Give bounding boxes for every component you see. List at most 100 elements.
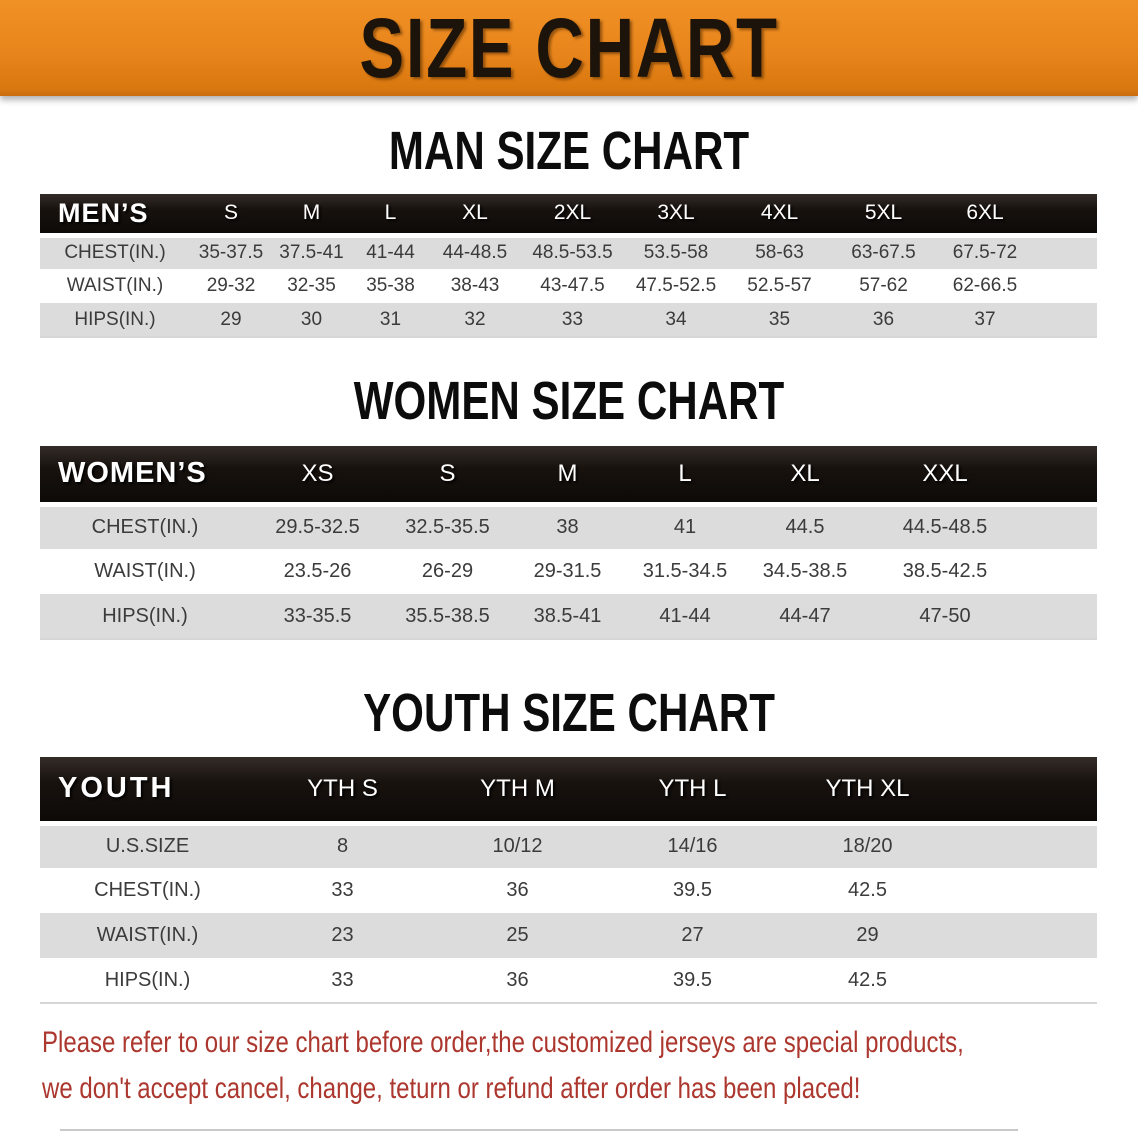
table-cell: 35-38 [351, 269, 430, 303]
table-cell: 44-48.5 [430, 235, 520, 269]
spacer-cell [955, 958, 1097, 1004]
table-cell: 29-32 [190, 269, 272, 303]
table-cell: 29.5-32.5 [250, 504, 385, 549]
table-cell: 10/12 [430, 823, 605, 868]
table-row: CHEST(IN.) 35-37.5 37.5-41 41-44 44-48.5 48.5… [40, 235, 1097, 269]
disclaimer-line-2: we don't accept cancel, change, teturn o… [42, 1072, 861, 1105]
spacer-cell [1025, 446, 1097, 507]
row-label: CHEST(IN.) [40, 868, 255, 913]
table-cell: 32.5-35.5 [385, 504, 510, 549]
table-row: U.S.SIZE 8 10/12 14/16 18/20 [40, 823, 1097, 868]
table-cell: 52.5-57 [727, 269, 832, 303]
spacer-cell [955, 757, 1097, 826]
table-cell: 35 [727, 303, 832, 338]
row-label: HIPS(IN.) [40, 594, 250, 640]
table-cell: 31.5-34.5 [625, 549, 745, 594]
table-cell: 34.5-38.5 [745, 549, 865, 594]
table-cell: 38-43 [430, 269, 520, 303]
row-label: WAIST(IN.) [40, 549, 250, 594]
column-header: 6XL [935, 194, 1035, 238]
column-header: 3XL [625, 194, 727, 238]
table-cell: 33 [255, 868, 430, 913]
row-label: CHEST(IN.) [40, 504, 250, 549]
table-cell: 38.5-42.5 [865, 549, 1025, 594]
column-header: YTH XL [780, 757, 955, 826]
column-header: M [272, 194, 351, 238]
table-cell: 42.5 [780, 868, 955, 913]
table-cell: 34 [625, 303, 727, 338]
women-size-table: WOMEN’S XS S M L XL XXL CHEST(IN.) 29.5-32.5 32.5… [40, 446, 1097, 640]
column-header: L [625, 446, 745, 507]
table-cell: 32 [430, 303, 520, 338]
women-size-section: WOMEN SIZE CHART WOMEN’S XS S M L XL XXL CHEST(… [0, 374, 1138, 640]
column-header: XL [430, 194, 520, 238]
table-cell: 38 [510, 504, 625, 549]
table-cell: 47-50 [865, 594, 1025, 640]
table-cell: 36 [430, 958, 605, 1004]
spacer-cell [955, 823, 1097, 868]
row-label: HIPS(IN.) [40, 958, 255, 1004]
table-row: CHEST(IN.) 33 36 39.5 42.5 [40, 868, 1097, 913]
spacer-cell [955, 868, 1097, 913]
table-cell: 26-29 [385, 549, 510, 594]
table-cell: 23.5-26 [250, 549, 385, 594]
table-row: WAIST(IN.) 23.5-26 26-29 29-31.5 31.5-34.5 34… [40, 549, 1097, 594]
table-cell: 37 [935, 303, 1035, 338]
spacer-cell [1025, 504, 1097, 549]
table-cell: 67.5-72 [935, 235, 1035, 269]
table-cell: 35.5-38.5 [385, 594, 510, 640]
table-cell: 35-37.5 [190, 235, 272, 269]
table-row: HIPS(IN.) 33-35.5 35.5-38.5 38.5-41 41-44 44-… [40, 594, 1097, 640]
column-header: S [385, 446, 510, 507]
table-title-cell: WOMEN’S [40, 446, 250, 507]
table-cell: 39.5 [605, 868, 780, 913]
table-cell: 8 [255, 823, 430, 868]
table-row: HIPS(IN.) 29 30 31 32 33 34 35 36 37 [40, 303, 1097, 338]
table-cell: 43-47.5 [520, 269, 625, 303]
men-size-table: MEN’S S M L XL 2XL 3XL 4XL 5XL 6XL CHEST(IN.) 35-37… [40, 194, 1097, 338]
banner-title: SIZE CHART [359, 1, 779, 95]
bottom-edge-line [60, 1129, 1018, 1131]
table-cell: 58-63 [727, 235, 832, 269]
table-cell: 57-62 [832, 269, 935, 303]
disclaimer: Please refer to our size chart before or… [42, 1020, 1138, 1112]
table-header-row: MEN’S S M L XL 2XL 3XL 4XL 5XL 6XL [40, 194, 1097, 238]
table-cell: 18/20 [780, 823, 955, 868]
table-header-row: YOUTH YTH S YTH M YTH L YTH XL [40, 757, 1097, 826]
row-label: WAIST(IN.) [40, 269, 190, 303]
youth-section-heading: YOUTH SIZE CHART [0, 686, 1138, 740]
table-cell: 41-44 [625, 594, 745, 640]
table-cell: 47.5-52.5 [625, 269, 727, 303]
table-cell: 33 [520, 303, 625, 338]
table-cell: 44.5-48.5 [865, 504, 1025, 549]
spacer-cell [955, 913, 1097, 958]
row-label: HIPS(IN.) [40, 303, 190, 338]
table-cell: 41-44 [351, 235, 430, 269]
column-header: YTH S [255, 757, 430, 826]
column-header: 5XL [832, 194, 935, 238]
row-label: CHEST(IN.) [40, 235, 190, 269]
table-title-cell: YOUTH [40, 757, 255, 826]
column-header: 2XL [520, 194, 625, 238]
table-cell: 33-35.5 [250, 594, 385, 640]
table-title-cell: MEN’S [40, 194, 190, 238]
table-cell: 32-35 [272, 269, 351, 303]
column-header: YTH M [430, 757, 605, 826]
column-header: 4XL [727, 194, 832, 238]
table-cell: 14/16 [605, 823, 780, 868]
men-size-section: MAN SIZE CHART MEN’S S M L XL 2XL 3XL 4XL 5XL 6XL… [0, 124, 1138, 338]
column-header: S [190, 194, 272, 238]
youth-size-table: YOUTH YTH S YTH M YTH L YTH XL U.S.SIZE 8 10/12… [40, 757, 1097, 1004]
row-label: WAIST(IN.) [40, 913, 255, 958]
table-cell: 41 [625, 504, 745, 549]
column-header: XXL [865, 446, 1025, 507]
table-cell: 33 [255, 958, 430, 1004]
column-header: L [351, 194, 430, 238]
table-row: WAIST(IN.) 29-32 32-35 35-38 38-43 43-47.5 47.… [40, 269, 1097, 303]
men-section-heading: MAN SIZE CHART [0, 124, 1138, 178]
column-header: M [510, 446, 625, 507]
row-label: U.S.SIZE [40, 823, 255, 868]
table-cell: 63-67.5 [832, 235, 935, 269]
table-cell: 53.5-58 [625, 235, 727, 269]
